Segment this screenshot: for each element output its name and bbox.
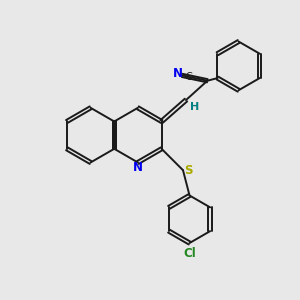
Text: C: C: [185, 72, 192, 82]
Text: N: N: [172, 68, 183, 80]
Text: S: S: [184, 164, 193, 177]
Text: H: H: [190, 102, 199, 112]
Text: Cl: Cl: [183, 247, 196, 260]
Text: N: N: [133, 161, 143, 174]
